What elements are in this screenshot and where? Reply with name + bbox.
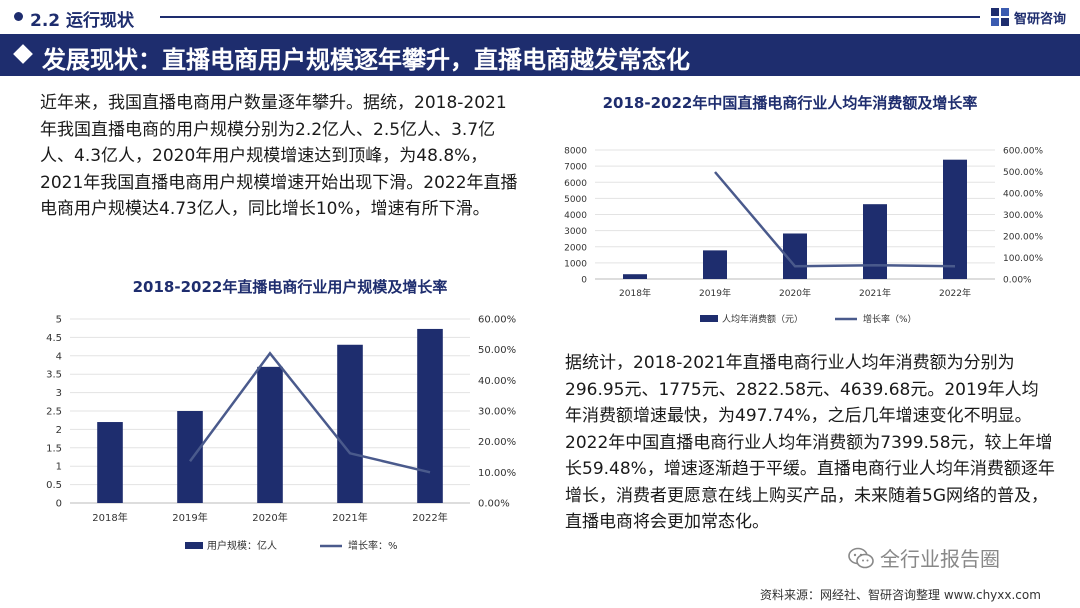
y-tick-label: 7000: [564, 163, 587, 173]
growth-line: [714, 171, 956, 268]
bar: [417, 328, 443, 503]
x-tick-label: 2019年: [172, 511, 207, 524]
consumption-chart-title: 2018-2022年中国直播电商行业人均年消费额及增长率: [602, 94, 978, 112]
y-tick-label: 1.5: [46, 443, 62, 454]
y2-tick-label: 60.00%: [478, 315, 516, 326]
y-tick-label: 0: [581, 276, 587, 286]
x-tick-label: 2022年: [412, 511, 447, 524]
y-tick-label: 5000: [564, 195, 587, 205]
x-tick-label: 2022年: [939, 287, 971, 299]
consumption-chart: 0 1000 2000 3000 4000 5000 6000 7000 8000 0.00% 10…: [564, 147, 1043, 326]
x-tick-label: 2018年: [619, 287, 651, 299]
y2-tick-label: 30.00%: [478, 407, 516, 418]
y-tick-label: 1000: [564, 259, 587, 269]
legend-bar-label: 用户规模：亿人: [207, 539, 277, 552]
y-tick-label: 2.5: [46, 407, 62, 418]
watermark-text: 全行业报告圈: [880, 547, 1000, 571]
bullet-icon: [14, 12, 23, 21]
bar: [337, 344, 363, 503]
legend-bar-swatch: [700, 315, 718, 322]
user-scale-chart: 00.511.522.533.544.550.00%10.00%20.00%30…: [46, 315, 516, 553]
legend-bar-label: 人均年消费额（元）: [722, 313, 803, 325]
growth-line: [188, 351, 431, 474]
consumption-paragraph: 据统计，2018-2021年直播电商行业人均年消费额为分别为296.95元、17…: [565, 353, 1055, 532]
y-tick-label: 4: [56, 351, 62, 362]
y-tick-label: 3.5: [46, 370, 62, 381]
y2-tick-label: 300.00%: [1003, 211, 1043, 221]
x-tick-label: 2020年: [252, 511, 287, 524]
headline-banner: 发展现状：直播电商用户规模逐年攀升，直播电商越发常态化: [0, 34, 1080, 76]
wechat-watermark: 全行业报告圈: [848, 543, 1000, 572]
x-tick-label: 2020年: [779, 287, 811, 299]
brand-logo: 智研咨询: [990, 6, 1066, 28]
bar: [257, 366, 283, 503]
logo-text: 智研咨询: [1014, 11, 1067, 27]
y-tick-label: 3: [56, 388, 62, 399]
y2-tick-label: 100.00%: [1003, 254, 1043, 264]
header-divider: [160, 16, 980, 18]
source-note: 资料来源：网经社、智研咨询整理 www.chyxx.com: [760, 588, 1041, 602]
y-tick-label: 6000: [564, 179, 587, 189]
y2-tick-label: 10.00%: [478, 468, 516, 479]
y-tick-label: 3000: [564, 227, 587, 237]
bar: [863, 204, 887, 279]
y2-tick-label: 40.00%: [478, 376, 516, 387]
y-tick-label: 2: [56, 425, 62, 436]
x-tick-label: 2018年: [92, 511, 127, 524]
y2-tick-label: 200.00%: [1003, 233, 1043, 243]
y2-tick-label: 0.00%: [1003, 276, 1032, 286]
y-tick-label: 0.5: [46, 480, 62, 491]
bar: [623, 274, 647, 279]
y2-tick-label: 50.00%: [478, 345, 516, 356]
legend-bar-swatch: [185, 542, 203, 549]
y2-tick-label: 500.00%: [1003, 168, 1043, 178]
y-tick-label: 0: [56, 499, 62, 510]
y-tick-label: 5: [56, 315, 62, 326]
y-tick-label: 4000: [564, 211, 587, 221]
logo-icon: [991, 8, 1009, 26]
y2-tick-label: 0.00%: [478, 499, 510, 510]
y-tick-label: 4.5: [46, 333, 62, 344]
bar: [703, 250, 727, 279]
bar: [943, 159, 967, 279]
x-tick-label: 2021年: [332, 511, 367, 524]
user-scale-chart-title: 2018-2022年直播电商行业用户规模及增长率: [132, 278, 448, 296]
legend-line-label: 增长率（%）: [863, 313, 917, 325]
y2-tick-label: 600.00%: [1003, 147, 1043, 157]
intro-paragraph: 近年来，我国直播电商用户数量逐年攀升。据统，2018-2021年我国直播电商的用…: [40, 93, 518, 219]
y-tick-label: 8000: [564, 147, 587, 157]
x-tick-label: 2019年: [699, 287, 731, 299]
diamond-icon: [13, 44, 33, 64]
y-tick-label: 1: [56, 462, 62, 473]
bar: [97, 422, 123, 503]
bar: [177, 411, 203, 503]
headline-text: 发展现状：直播电商用户规模逐年攀升，直播电商越发常态化: [42, 46, 690, 74]
y2-tick-label: 20.00%: [478, 437, 516, 448]
legend-line-label: 增长率：%: [348, 539, 398, 552]
y-tick-label: 2000: [564, 243, 587, 253]
top-bar: 2.2 运行现状 智研咨询: [0, 0, 1080, 34]
section-title: 2.2 运行现状: [30, 11, 135, 31]
wechat-icon: [848, 547, 874, 568]
y2-tick-label: 400.00%: [1003, 190, 1043, 200]
x-tick-label: 2021年: [859, 287, 891, 299]
